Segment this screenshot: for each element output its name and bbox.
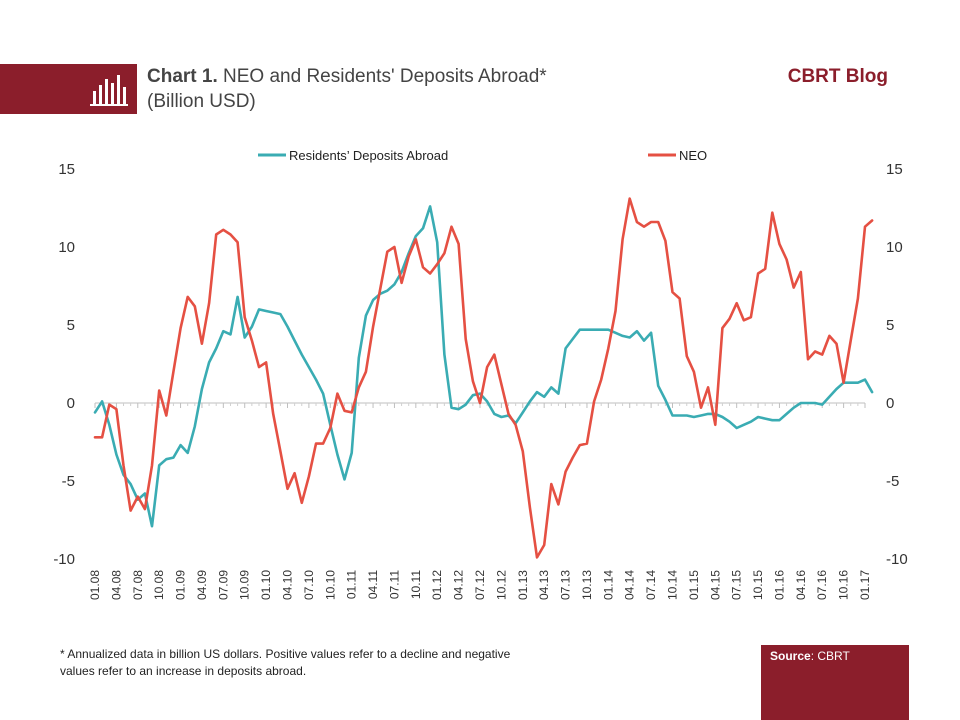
line-chart: 15 15 10 10 5 5 0 0 -5 -5 -10 -10 01.08 04.08 07.08 10.… xyxy=(53,148,908,600)
x-tick-label: 04.08 xyxy=(109,570,123,600)
x-tick-label: 04.16 xyxy=(794,570,808,600)
x-tick-label: 01.08 xyxy=(88,570,102,600)
y-tick-label-right: 10 xyxy=(886,239,903,256)
footnote: * Annualized data in billion US dollars.… xyxy=(60,646,600,680)
footnote-line-1: * Annualized data in billion US dollars.… xyxy=(60,647,511,661)
legend-label: NEO xyxy=(679,148,707,163)
x-tick-label: 01.13 xyxy=(516,570,530,600)
y-tick-label-right: -5 xyxy=(886,473,899,490)
x-tick-label: 07.13 xyxy=(559,570,573,600)
x-tick-label: 07.10 xyxy=(302,570,316,600)
y-tick-label-left: 10 xyxy=(58,239,75,256)
x-tick-label: 01.09 xyxy=(174,570,188,600)
legend-label: Residents’ Deposits Abroad xyxy=(289,148,448,163)
brand-label: CBRT Blog xyxy=(787,66,888,87)
y-tick-label-right: 0 xyxy=(886,395,894,412)
footnote-line-2: values refer to an increase in deposits … xyxy=(60,664,307,678)
x-tick-label: 10.14 xyxy=(666,570,680,600)
x-tick-label: 07.11 xyxy=(387,570,401,599)
series-line-neo xyxy=(93,197,874,559)
x-tick-label: 01.12 xyxy=(430,570,444,600)
source-label: Source xyxy=(770,649,811,663)
x-tick-label: 07.16 xyxy=(815,570,829,600)
x-tick-label: 10.10 xyxy=(323,570,337,600)
x-tick-label: 04.09 xyxy=(195,570,209,600)
x-tick-label: 01.14 xyxy=(601,570,615,600)
x-tick-label: 01.17 xyxy=(858,570,872,600)
x-tick-label: 10.12 xyxy=(494,570,508,600)
x-tick-label: 07.12 xyxy=(473,570,487,600)
x-tick-label: 01.15 xyxy=(687,570,701,600)
chart-title: Chart 1. NEO and Residents' Deposits Abr… xyxy=(147,65,547,88)
x-tick-label: 07.15 xyxy=(730,570,744,600)
x-tick-label: 07.14 xyxy=(644,570,658,600)
x-tick-label: 01.11 xyxy=(345,570,359,599)
y-tick-label-left: 5 xyxy=(67,317,75,334)
series-line-residents-deposits-abroad xyxy=(93,205,874,528)
source-box: Source: CBRT xyxy=(761,645,909,720)
x-tick-label: 10.08 xyxy=(152,570,166,600)
x-tick-label: 10.09 xyxy=(238,570,252,600)
chart-title-text: NEO and Residents' Deposits Abroad* xyxy=(223,66,547,87)
y-tick-label-right: 15 xyxy=(886,161,903,178)
x-tick-label: 04.13 xyxy=(537,570,551,600)
y-tick-label-left: -5 xyxy=(62,473,75,490)
y-tick-label-left: -10 xyxy=(53,551,75,568)
y-tick-label-left: 15 xyxy=(58,161,75,178)
x-tick-label: 04.10 xyxy=(281,570,295,600)
x-tick-label: 10.15 xyxy=(751,570,765,600)
x-tick-label: 04.14 xyxy=(623,570,637,600)
x-tick-label: 07.08 xyxy=(131,570,145,600)
x-tick-label: 10.16 xyxy=(837,570,851,600)
source-value: : CBRT xyxy=(810,649,850,663)
x-tick-label: 04.15 xyxy=(708,570,722,600)
x-tick-label: 01.16 xyxy=(772,570,786,600)
x-tick-label: 10.13 xyxy=(580,570,594,600)
source-text: Source: CBRT xyxy=(770,649,850,663)
x-tick-label: 04.12 xyxy=(452,570,466,600)
x-tick-label: 04.11 xyxy=(366,570,380,599)
y-tick-label-left: 0 xyxy=(67,395,75,412)
x-tick-label: 10.11 xyxy=(409,570,423,599)
x-tick-label: 01.10 xyxy=(259,570,273,600)
x-tick-label: 07.09 xyxy=(216,570,230,600)
y-tick-label-right: 5 xyxy=(886,317,894,334)
chart-subtitle: (Billion USD) xyxy=(147,91,256,112)
bar-chart-icon xyxy=(90,75,128,106)
chart-number: Chart 1. xyxy=(147,66,218,87)
y-tick-label-right: -10 xyxy=(886,551,908,568)
